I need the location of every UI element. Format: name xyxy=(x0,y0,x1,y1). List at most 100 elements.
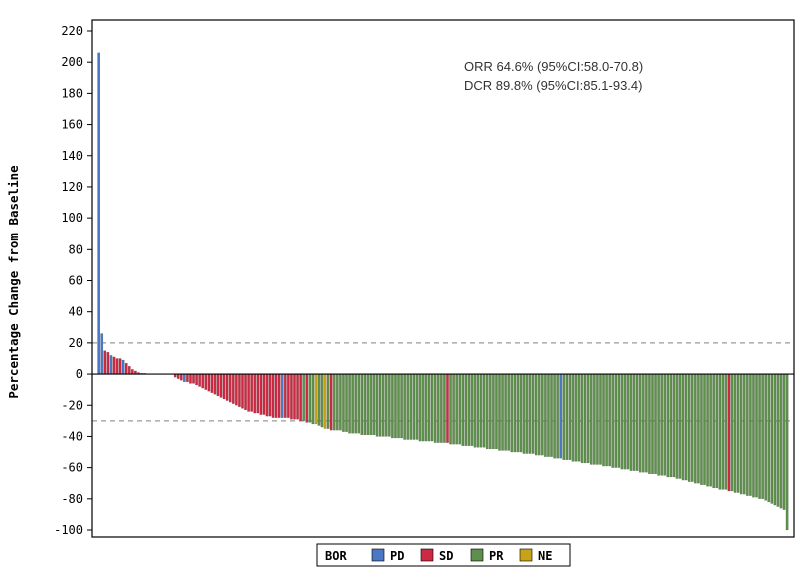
bar-pr xyxy=(461,373,465,446)
bar-pr xyxy=(531,373,535,454)
bar-pr xyxy=(602,373,605,467)
bar-pr xyxy=(525,373,529,454)
bar-pr xyxy=(400,373,403,439)
bar-sd xyxy=(222,373,226,400)
bar-pr xyxy=(522,373,526,454)
y-tick-label: -60 xyxy=(61,461,83,475)
bar-sd xyxy=(244,373,247,411)
bar-pr xyxy=(452,373,455,445)
bar-pr xyxy=(617,373,621,468)
bar-pr xyxy=(311,373,315,425)
bar-pd xyxy=(121,359,125,375)
bar-pr xyxy=(648,373,651,475)
bar-pr xyxy=(498,373,501,451)
bar-sd xyxy=(274,373,278,418)
plot-frame xyxy=(91,19,795,538)
y-tick-label: -100 xyxy=(54,523,83,537)
bar-pr xyxy=(482,373,486,448)
bar-sd xyxy=(225,373,229,401)
bar-pr xyxy=(574,373,578,462)
bar-pr xyxy=(384,373,388,437)
bar-sd xyxy=(727,373,731,492)
bar-pr xyxy=(571,373,575,462)
bar-pr xyxy=(317,373,321,426)
bar-pr xyxy=(336,373,339,431)
bar-pr xyxy=(583,373,587,464)
bar-pr xyxy=(593,373,596,465)
bar-pr xyxy=(700,373,703,485)
y-tick-label: 40 xyxy=(69,305,83,319)
bar-pr xyxy=(761,373,764,499)
bar-pr xyxy=(672,373,676,478)
bar-pr xyxy=(375,373,379,437)
bar-pr xyxy=(742,373,746,495)
bar-sd xyxy=(247,373,250,412)
bar-pd xyxy=(97,52,101,375)
bar-pr xyxy=(586,373,590,464)
bar-pr xyxy=(421,373,425,442)
bar-pr xyxy=(326,373,330,429)
bar-pr xyxy=(632,373,636,471)
bar-pr xyxy=(706,373,709,487)
bar-sd xyxy=(305,373,309,423)
bar-pr xyxy=(455,373,458,445)
bar-sd xyxy=(329,373,333,431)
bar-pr xyxy=(733,373,737,493)
bar-pr xyxy=(553,373,556,459)
bar-pr xyxy=(320,373,324,428)
bar-pr xyxy=(712,373,716,489)
legend-label-sd: SD xyxy=(439,549,453,563)
bar-pr xyxy=(663,373,667,476)
bar-pr xyxy=(666,373,670,478)
bar-pr xyxy=(433,373,437,443)
bar-pr xyxy=(770,373,774,504)
bar-pr xyxy=(427,373,431,442)
bar-pr xyxy=(764,373,768,501)
bar-pr xyxy=(690,373,694,482)
bar-pr xyxy=(623,373,627,470)
bar-pr xyxy=(513,373,517,453)
bar-pd xyxy=(280,373,284,418)
bar-pr xyxy=(605,373,608,467)
bar-pr xyxy=(339,373,342,431)
bar-pr xyxy=(345,373,348,432)
bar-pr xyxy=(507,373,511,451)
bar-sd xyxy=(207,373,211,392)
bar-pr xyxy=(363,373,367,436)
bar-pr xyxy=(724,373,728,490)
bar-sd xyxy=(216,373,220,397)
bar-pr xyxy=(758,373,761,499)
bar-pr xyxy=(614,373,618,468)
bar-pr xyxy=(467,373,471,446)
bar-pr xyxy=(388,373,391,437)
bar-sd xyxy=(283,373,287,418)
bar-pr xyxy=(547,373,550,457)
legend: BOR PD SD PR NE xyxy=(316,543,571,567)
y-tick-label: -40 xyxy=(61,429,83,443)
bar-sd xyxy=(228,373,232,403)
bar-ne xyxy=(323,373,327,429)
bar-pr xyxy=(657,373,660,476)
legend-label-pd: PD xyxy=(390,549,404,563)
bar-sd xyxy=(198,373,201,387)
bar-pr xyxy=(694,373,697,484)
bar-sd xyxy=(287,373,290,418)
bar-pr xyxy=(449,373,452,445)
bar-pr xyxy=(626,373,630,470)
bar-pr xyxy=(351,373,354,434)
bar-sd xyxy=(296,373,299,420)
bar-pr xyxy=(391,373,394,439)
bar-pr xyxy=(746,373,749,496)
bar-pr xyxy=(697,373,700,484)
bar-ne xyxy=(314,373,318,425)
bar-sd xyxy=(112,356,116,375)
bar-pr xyxy=(565,373,569,460)
bar-pr xyxy=(608,373,611,467)
bar-pr xyxy=(779,373,783,509)
bar-sd xyxy=(219,373,223,398)
bar-pr xyxy=(430,373,434,442)
y-tick-label: 80 xyxy=(69,242,83,256)
bar-pr xyxy=(645,373,648,473)
bar-pr xyxy=(415,373,419,440)
orr-annotation: ORR 64.6% (95%CI:58.0-70.8) xyxy=(464,59,643,74)
